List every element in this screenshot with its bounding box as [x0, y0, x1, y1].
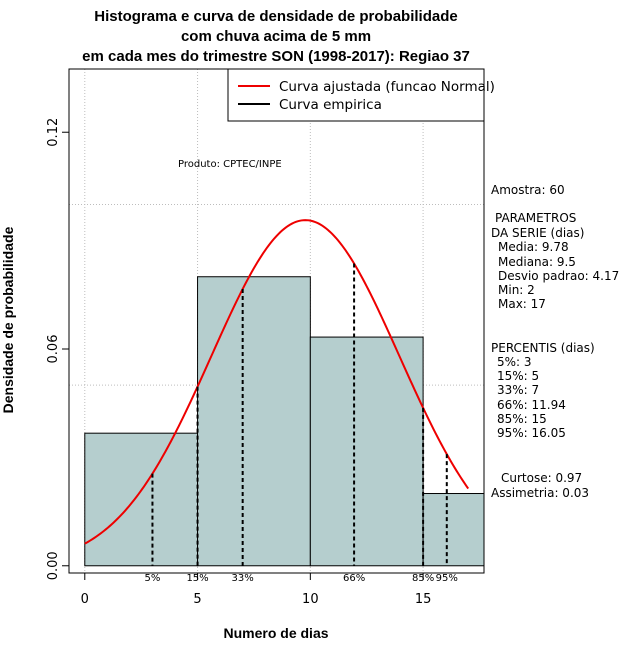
x-axis-label: Numero de dias [223, 625, 328, 641]
legend-box [227, 68, 485, 122]
param-max: Max: 17 [498, 297, 546, 311]
param-mediana: Mediana: 9.5 [498, 255, 576, 269]
percentis-title: PERCENTIS (dias) [491, 341, 595, 355]
y-tick-label-1: 0.06 [46, 335, 61, 364]
params-title: PARAMETROS [495, 211, 576, 225]
x-tick-label-1: 5 [193, 592, 201, 607]
histogram-bar-1 [197, 276, 311, 567]
percentile-label-5: 95% [436, 573, 458, 584]
x-tick-label-2: 10 [302, 592, 319, 607]
legend-label-normal: Curva ajustada (funcao Normal) [279, 79, 495, 95]
legend: Curva ajustada (funcao Normal) Curva emp… [227, 68, 495, 122]
percentil-15: 15%: 5 [497, 369, 539, 383]
y-tick-label-0: 0.00 [46, 551, 61, 580]
legend-label-empirical: Curva empirica [279, 97, 382, 113]
percentil-85: 85%: 15 [497, 412, 547, 426]
curtose-value: Curtose: 0.97 [501, 471, 582, 485]
percentil-5: 5%: 3 [497, 355, 532, 369]
normal-fit-curve [84, 219, 470, 545]
histogram-bar-3 [422, 493, 485, 567]
product-annotation: Produto: CPTEC/INPE [178, 159, 282, 170]
histogram-bar-0 [84, 432, 199, 567]
chart-title-line-2: com chuva acima de 5 mm [181, 28, 371, 45]
percentil-66: 66%: 11.94 [497, 398, 566, 412]
assimetria-value: Assimetria: 0.03 [491, 486, 589, 500]
percentil-33: 33%: 7 [497, 383, 539, 397]
percentile-label-0: 5% [145, 573, 161, 584]
histogram-bar-2 [309, 336, 424, 567]
params-subtitle: DA SERIE (dias) [491, 226, 584, 240]
percentile-label-3: 66% [343, 573, 365, 584]
statistics-panel: Amostra: 60 PARAMETROS DA SERIE (dias) M… [491, 183, 619, 500]
param-min: Min: 2 [498, 283, 535, 297]
percentile-label-2: 33% [232, 573, 254, 584]
chart-title-line-3: em cada mes do trimestre SON (1998-2017)… [82, 48, 470, 65]
param-desvio: Desvio padrao: 4.17 [498, 269, 619, 283]
x-tick-label-0: 0 [81, 592, 89, 607]
chart-title-line-1: Histograma e curva de densidade de proba… [94, 8, 457, 25]
sample-size: Amostra: 60 [491, 183, 565, 197]
param-media: Media: 9.78 [498, 240, 569, 254]
plot-area: 5% 15% 33% 66% 85% 95%0 5 10 150.000.060.12 [46, 68, 485, 607]
percentil-95: 95%: 16.05 [497, 426, 566, 440]
y-tick-label-2: 0.12 [46, 118, 61, 147]
x-tick-label-3: 15 [415, 592, 432, 607]
y-axis-label: Densidade de probabilidade [0, 226, 16, 413]
